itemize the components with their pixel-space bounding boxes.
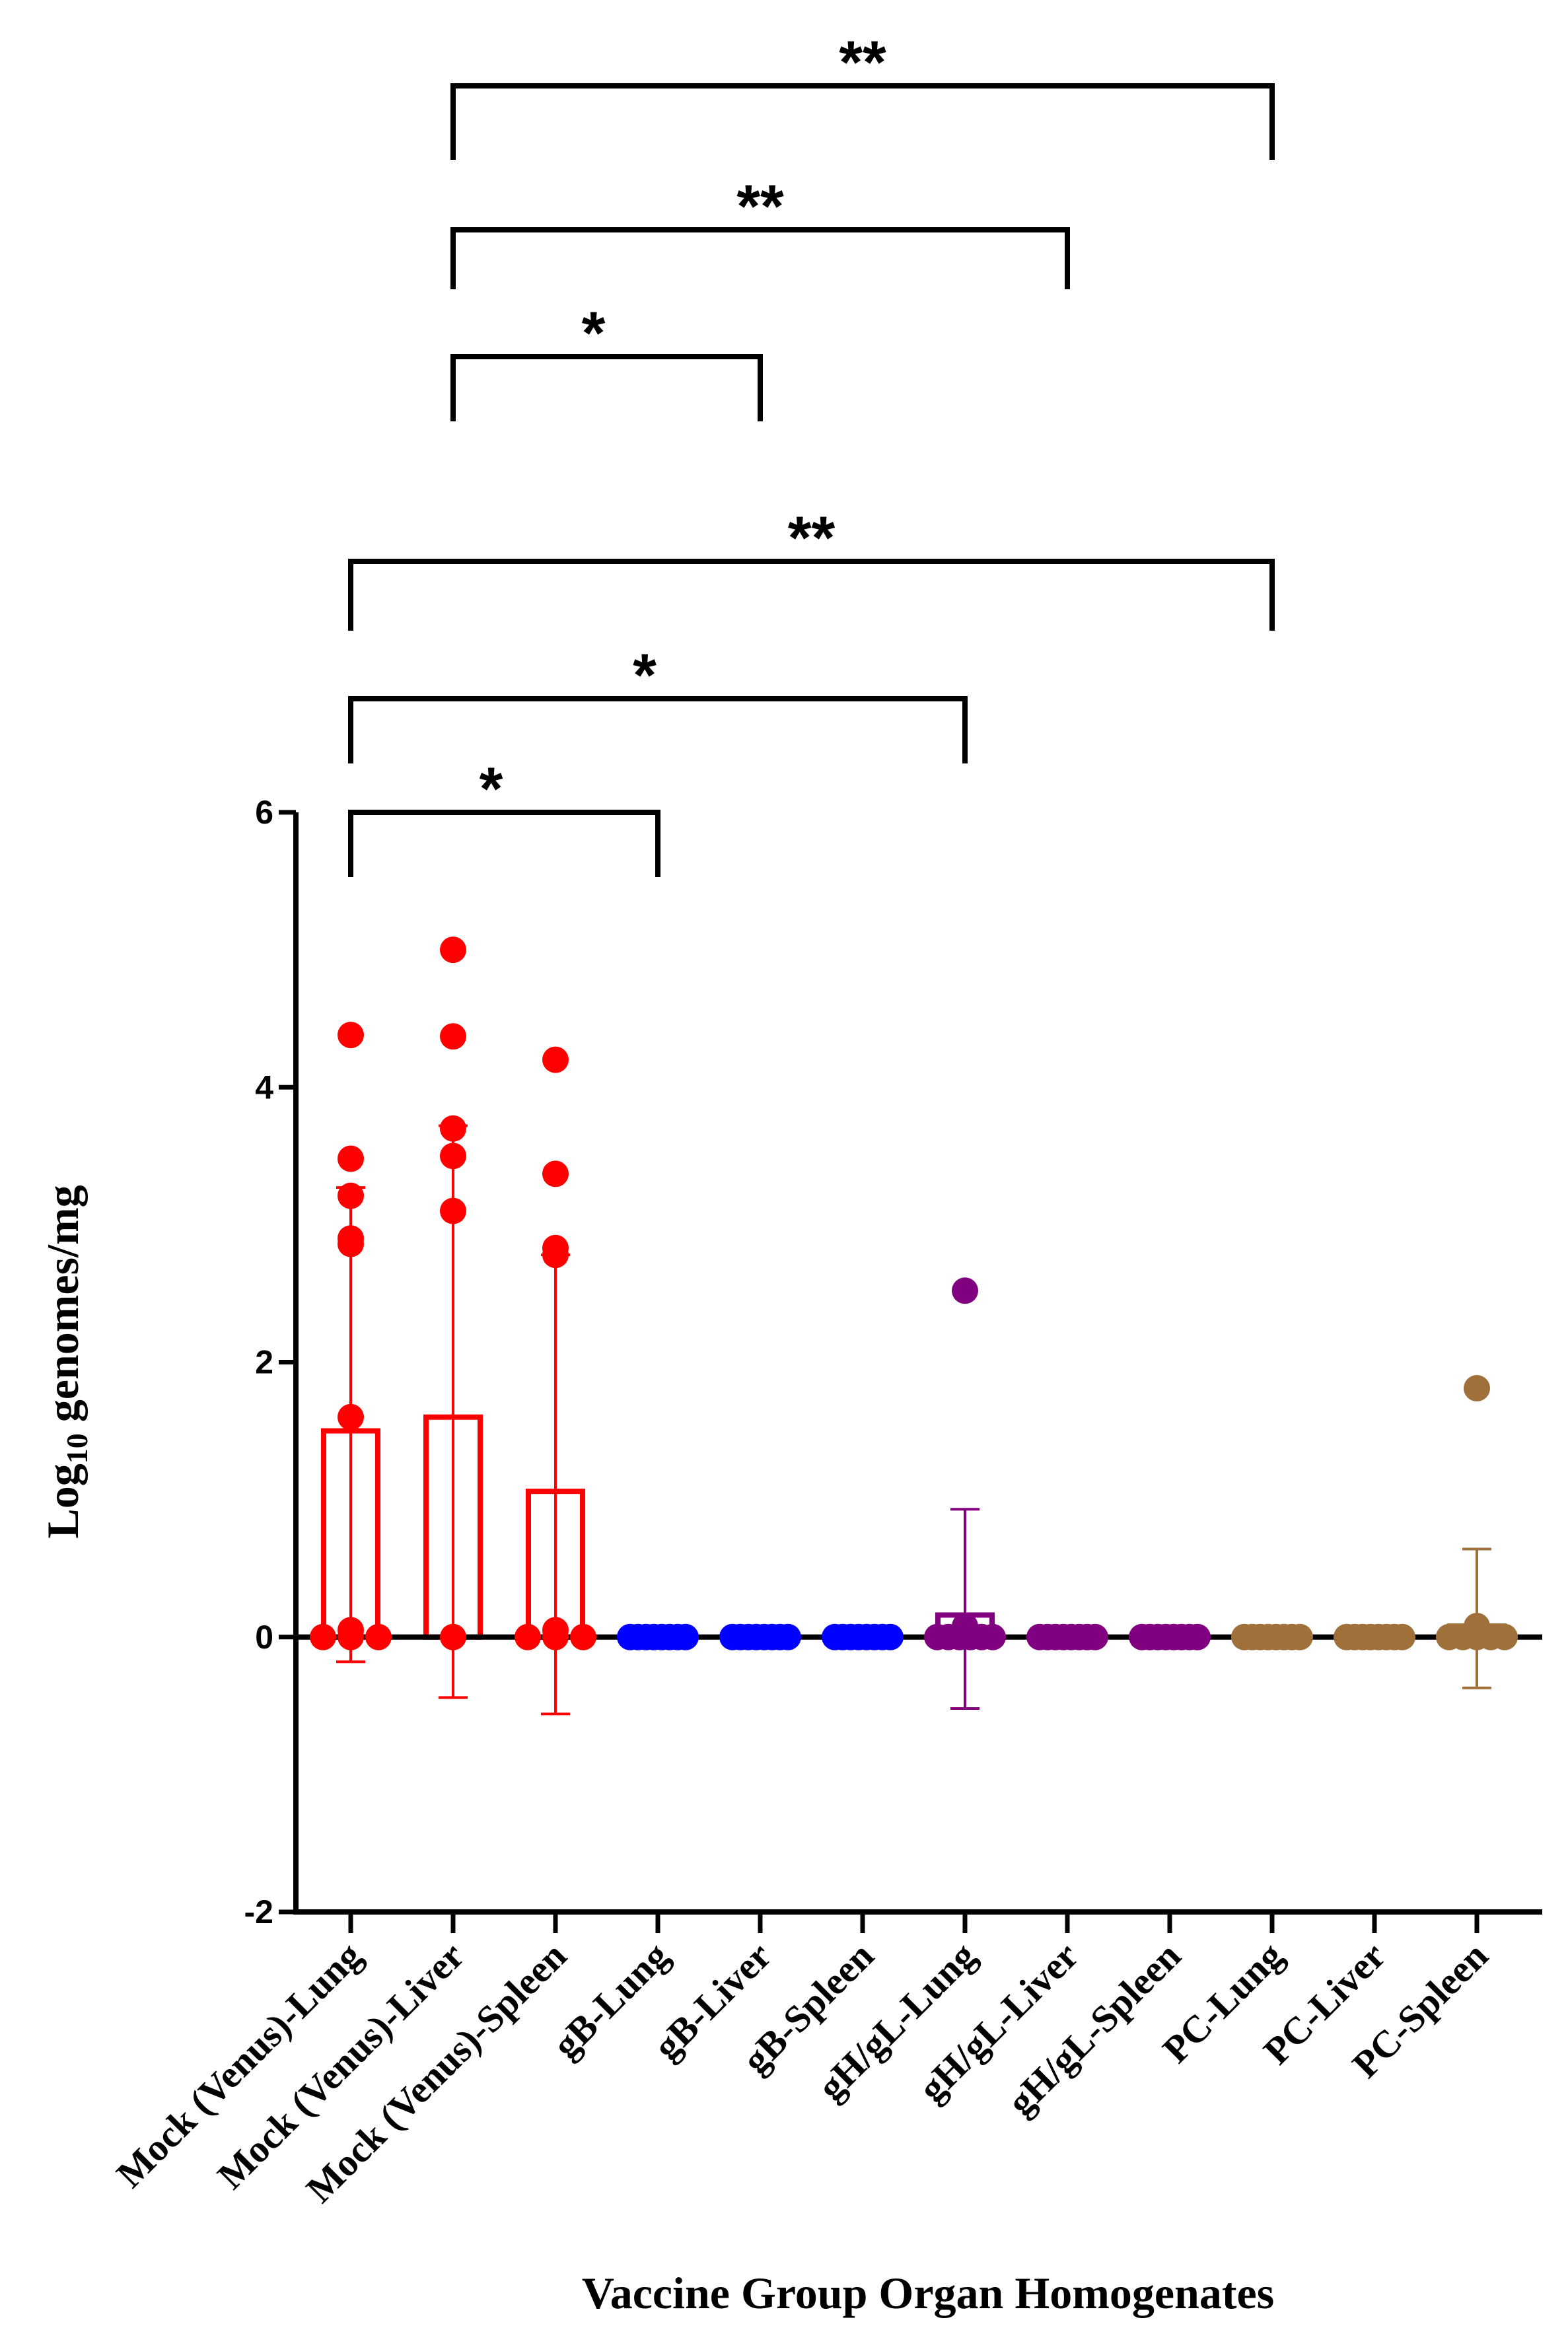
y-axis-title-prefix: Log — [38, 1464, 88, 1538]
data-point — [570, 1623, 596, 1650]
data-point — [338, 1230, 364, 1257]
data-point — [310, 1623, 336, 1650]
data-point — [365, 1623, 392, 1650]
data-point — [1184, 1623, 1211, 1650]
y-axis-title-subscript: 10 — [60, 1433, 94, 1464]
y-axis-title-suffix: genomes/mg — [38, 1185, 88, 1433]
data-point — [440, 1623, 466, 1650]
data-point — [440, 936, 466, 964]
significance-bracket — [450, 354, 763, 421]
data-point — [542, 1046, 569, 1073]
y-tick-label: -2 — [244, 1893, 273, 1930]
data-point — [542, 1160, 569, 1187]
axes-layer: -2 0 2 4 6 — [244, 794, 1542, 1933]
significance-layer: ********* — [348, 29, 1275, 877]
data-point — [1082, 1623, 1108, 1650]
data-point — [542, 1242, 569, 1269]
significance-label: * — [582, 300, 606, 367]
data-point — [980, 1623, 1006, 1650]
data-point — [952, 1277, 978, 1304]
data-point — [338, 1145, 364, 1172]
data-point — [877, 1623, 904, 1650]
data-point — [672, 1623, 699, 1650]
y-axis-title: Log10 genomes/mg — [38, 1185, 94, 1538]
data-point — [338, 1182, 364, 1209]
significance-bracket — [348, 696, 968, 763]
significance-label: ** — [736, 173, 784, 240]
data-point — [440, 1115, 466, 1142]
data-point — [440, 1143, 466, 1170]
significance-bracket — [348, 810, 660, 877]
data-point — [1287, 1623, 1313, 1650]
significance-label: * — [633, 642, 657, 709]
significance-label: * — [480, 756, 503, 823]
data-point — [338, 1403, 364, 1430]
significance-bracket — [450, 83, 1275, 160]
y-tick-label: 6 — [255, 794, 273, 831]
x-axis-title: Vaccine Group Organ Homogenates — [582, 2268, 1274, 2318]
data-point — [440, 1197, 466, 1224]
significance-label: ** — [788, 505, 836, 572]
error-bars-layer — [336, 1124, 1491, 1716]
bars-layer — [321, 1414, 1507, 1640]
data-point — [440, 1023, 466, 1050]
significance-label: ** — [839, 29, 886, 96]
data-point — [1491, 1623, 1518, 1650]
y-tick-label: 4 — [255, 1069, 273, 1106]
significance-bracket — [348, 559, 1275, 631]
data-point — [338, 1623, 364, 1650]
data-point — [1389, 1623, 1415, 1650]
data-point — [1464, 1375, 1490, 1402]
significance-bracket — [450, 227, 1070, 289]
y-tick-label: 0 — [255, 1619, 273, 1656]
y-tick-label: 2 — [255, 1344, 273, 1381]
data-point — [542, 1623, 569, 1650]
data-point — [338, 1022, 364, 1049]
data-point — [775, 1623, 801, 1650]
data-point — [515, 1623, 541, 1650]
points-layer — [310, 936, 1518, 1650]
